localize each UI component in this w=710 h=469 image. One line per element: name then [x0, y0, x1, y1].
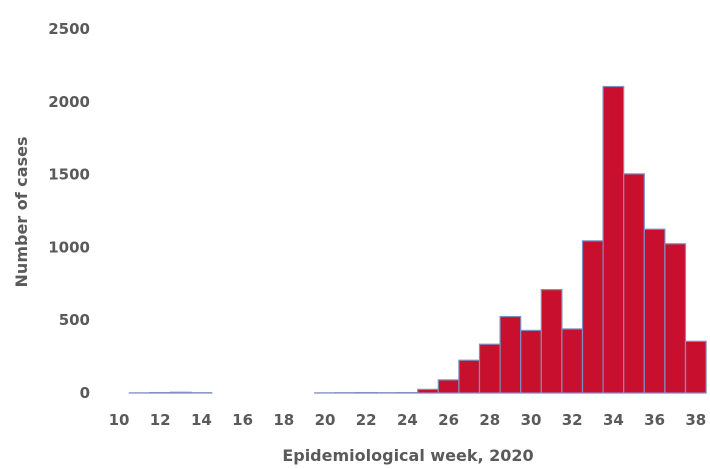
bar-week-33 — [581, 240, 604, 394]
x-tick-label: 30 — [521, 411, 542, 429]
bars-group — [128, 85, 707, 394]
bar-week-13 — [169, 391, 192, 394]
bar-week-30 — [520, 329, 542, 394]
bar-week-26 — [437, 379, 460, 394]
y-tick-label: 2500 — [48, 20, 90, 38]
x-tick-label: 26 — [438, 411, 459, 429]
bar-week-31 — [540, 289, 563, 394]
bar-week-25 — [417, 388, 439, 394]
x-tick-label: 18 — [273, 411, 294, 429]
bar-week-35 — [623, 173, 645, 394]
bar-week-37 — [664, 243, 687, 394]
x-tick-label: 10 — [109, 411, 130, 429]
x-tick-label: 36 — [644, 411, 665, 429]
y-axis-tick-labels: 0 500 1000 1500 2000 2500 — [48, 20, 90, 402]
bar-week-27 — [458, 359, 481, 394]
x-tick-label: 20 — [315, 411, 336, 429]
bar-week-29 — [499, 315, 522, 394]
bar-week-36 — [643, 228, 666, 394]
bar-week-38 — [684, 340, 707, 394]
x-tick-label: 34 — [603, 411, 624, 429]
y-tick-label: 1000 — [48, 238, 90, 256]
y-tick-label: 500 — [59, 311, 90, 329]
bar-week-32 — [561, 328, 584, 394]
x-tick-label: 24 — [397, 411, 418, 429]
x-axis-tick-labels: 10 12 14 16 18 20 22 24 26 28 30 32 34 36 38 — [109, 411, 707, 429]
bar-week-28 — [478, 343, 501, 394]
x-tick-label: 32 — [562, 411, 583, 429]
y-tick-label: 1500 — [48, 166, 90, 184]
bar-week-34 — [602, 85, 625, 394]
x-tick-label: 38 — [685, 411, 706, 429]
y-tick-label: 2000 — [48, 93, 90, 111]
x-tick-label: 12 — [150, 411, 171, 429]
x-axis-title: Epidemiological week, 2020 — [282, 446, 533, 465]
y-axis-title: Number of cases — [12, 137, 31, 288]
x-tick-label: 16 — [232, 411, 253, 429]
x-tick-label: 14 — [191, 411, 212, 429]
y-tick-label: 0 — [80, 384, 90, 402]
x-tick-label: 22 — [356, 411, 377, 429]
x-tick-label: 28 — [479, 411, 500, 429]
